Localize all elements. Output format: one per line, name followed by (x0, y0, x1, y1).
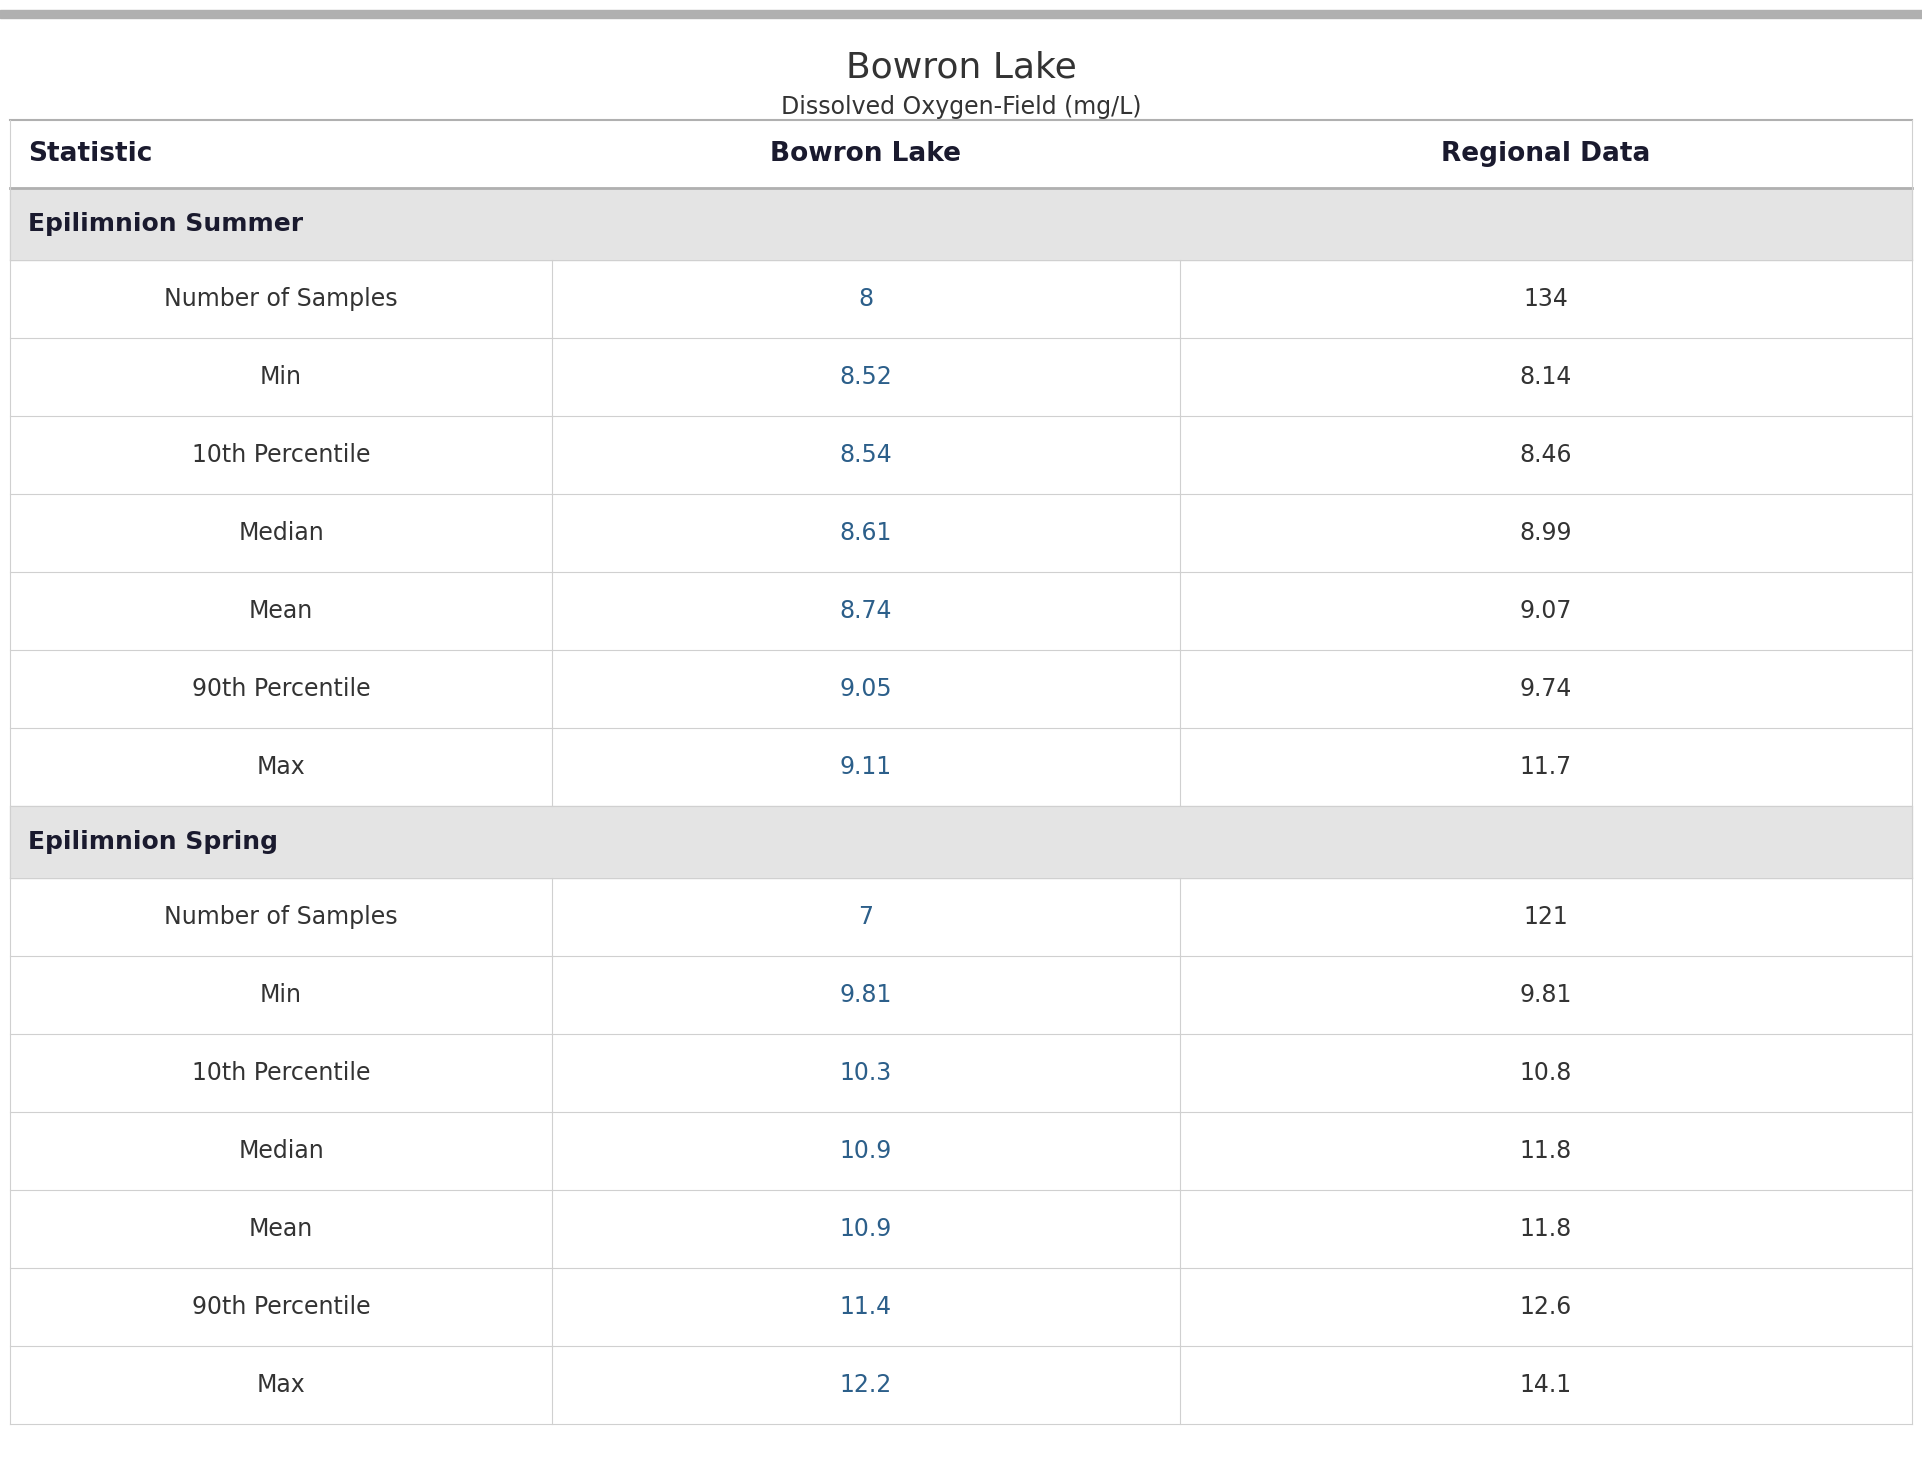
Bar (10, 1113, 1912, 1190)
Text: 8.74: 8.74 (840, 599, 892, 623)
Text: Epilimnion Summer: Epilimnion Summer (29, 212, 304, 237)
Text: Median: Median (238, 521, 325, 545)
Text: Mean: Mean (250, 599, 313, 623)
Bar (10, 260, 1912, 339)
Bar (10, 120, 1912, 188)
Text: Number of Samples: Number of Samples (163, 288, 398, 311)
Bar (10, 650, 1912, 729)
Text: Max: Max (258, 755, 306, 780)
Text: 10.9: 10.9 (840, 1218, 892, 1241)
Text: 9.74: 9.74 (1520, 677, 1572, 701)
Text: 8: 8 (859, 288, 873, 311)
Text: Min: Min (259, 365, 302, 388)
Bar (10, 1190, 1912, 1267)
Text: 121: 121 (1524, 905, 1568, 929)
Text: 11.8: 11.8 (1520, 1218, 1572, 1241)
Bar (10, 806, 1912, 877)
Text: 9.07: 9.07 (1520, 599, 1572, 623)
Text: Number of Samples: Number of Samples (163, 905, 398, 929)
Text: 8.61: 8.61 (840, 521, 892, 545)
Text: Epilimnion Spring: Epilimnion Spring (29, 829, 279, 854)
Bar (10, 1034, 1912, 1113)
Text: 10th Percentile: 10th Percentile (192, 1061, 371, 1085)
Text: 10th Percentile: 10th Percentile (192, 442, 371, 467)
Text: 10.8: 10.8 (1520, 1061, 1572, 1085)
Text: Regional Data: Regional Data (1442, 142, 1651, 166)
Text: 8.46: 8.46 (1520, 442, 1572, 467)
Text: Statistic: Statistic (29, 142, 152, 166)
Bar (10, 572, 1912, 650)
Text: 11.8: 11.8 (1520, 1139, 1572, 1164)
Text: Bowron Lake: Bowron Lake (771, 142, 961, 166)
Text: 14.1: 14.1 (1520, 1372, 1572, 1397)
Bar (10, 956, 1912, 1034)
Text: 9.81: 9.81 (840, 983, 892, 1007)
Text: Dissolved Oxygen-Field (mg/L): Dissolved Oxygen-Field (mg/L) (780, 95, 1142, 120)
Bar (10, 493, 1912, 572)
Text: 10.3: 10.3 (840, 1061, 892, 1085)
Bar (10, 188, 1912, 260)
Text: Mean: Mean (250, 1218, 313, 1241)
Bar (10, 729, 1912, 806)
Text: Bowron Lake: Bowron Lake (846, 50, 1076, 85)
Bar (10, 339, 1912, 416)
Text: 12.2: 12.2 (840, 1372, 892, 1397)
Text: 9.81: 9.81 (1520, 983, 1572, 1007)
Bar (10, 1267, 1912, 1346)
Text: 11.4: 11.4 (840, 1295, 892, 1318)
Text: 10.9: 10.9 (840, 1139, 892, 1164)
Text: 8.52: 8.52 (840, 365, 892, 388)
Text: 134: 134 (1524, 288, 1568, 311)
Text: 8.54: 8.54 (840, 442, 892, 467)
Text: 8.99: 8.99 (1520, 521, 1572, 545)
Text: Min: Min (259, 983, 302, 1007)
Bar (10, 416, 1912, 493)
Text: 9.05: 9.05 (840, 677, 892, 701)
Text: 7: 7 (859, 905, 873, 929)
Text: 12.6: 12.6 (1520, 1295, 1572, 1318)
Text: 90th Percentile: 90th Percentile (192, 1295, 371, 1318)
Text: 11.7: 11.7 (1520, 755, 1572, 780)
Text: 8.14: 8.14 (1520, 365, 1572, 388)
Text: 90th Percentile: 90th Percentile (192, 677, 371, 701)
Bar (10, 1346, 1912, 1424)
Text: Median: Median (238, 1139, 325, 1164)
Bar (10, 877, 1912, 956)
Text: Max: Max (258, 1372, 306, 1397)
Text: 9.11: 9.11 (840, 755, 892, 780)
Bar (0, 10, 1922, 18)
